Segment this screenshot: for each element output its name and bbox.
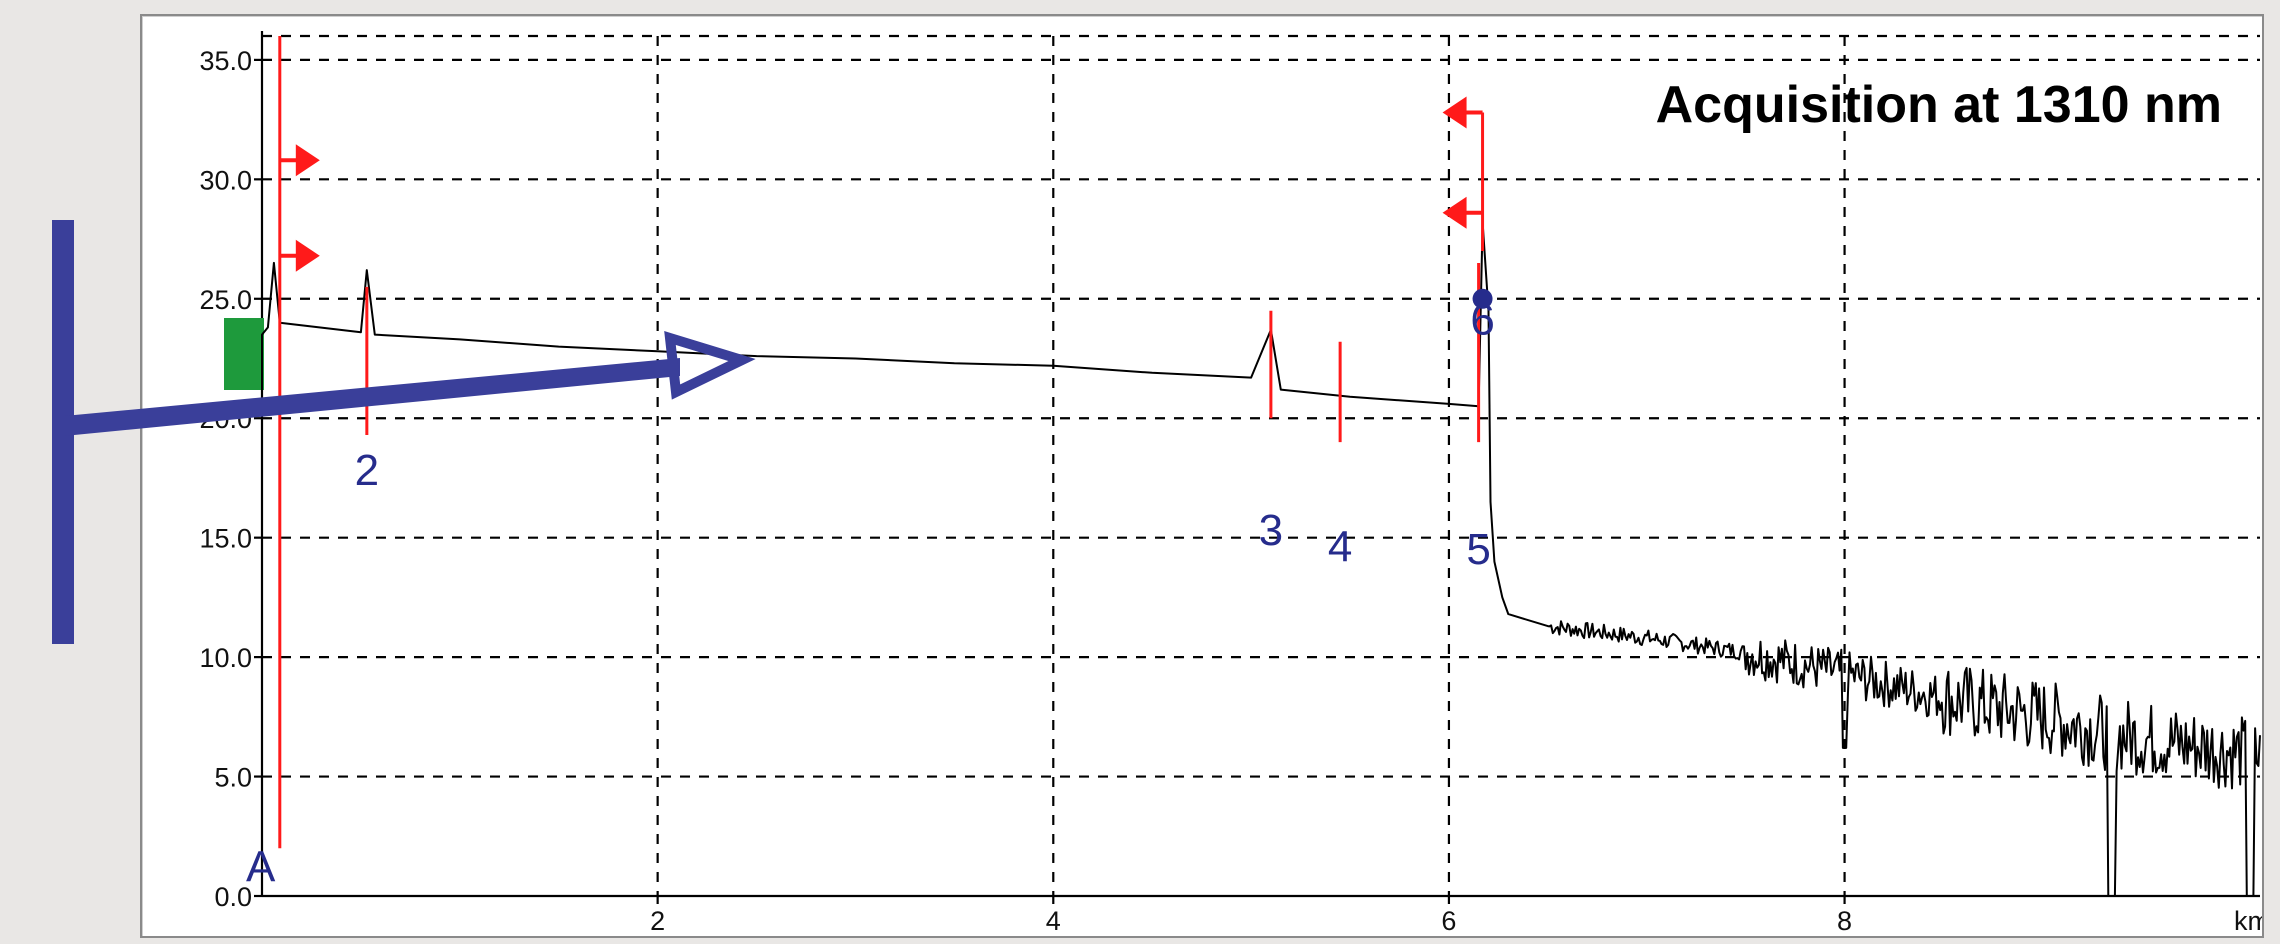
otdr-trace-chart: 0.0 5.0 10.0 15.0 20.0 25.0 30.0 35.0 2 4 6 8 km A 2… (199, 31, 2262, 936)
x-unit-label: km (2234, 906, 2262, 936)
marker-arrow-left-icon (1442, 196, 1483, 229)
marker-arrow-right-icon (279, 239, 320, 272)
x-tick-label: 4 (1046, 906, 1061, 936)
otdr-trace-line (261, 221, 2261, 897)
event-label-2: 2 (355, 446, 379, 495)
otdr-trace-window: 0.0 5.0 10.0 15.0 20.0 25.0 30.0 35.0 2 4 6 8 km A 2… (140, 14, 2264, 938)
x-tick-labels: 2 4 6 8 km (650, 906, 2262, 936)
event-label-a: A (246, 843, 276, 892)
y-tick-label: 35.0 (199, 46, 252, 76)
y-tick-label: 10.0 (199, 643, 252, 673)
arrow-head (1442, 196, 1467, 229)
y-tick-label: 25.0 (199, 285, 252, 315)
y-tick-label: 20.0 (199, 404, 252, 434)
chart-title: Acquisition at 1310 nm (1656, 76, 2222, 134)
y-tick-label: 0.0 (214, 882, 252, 912)
event-label-4: 4 (1328, 523, 1352, 572)
y-tick-label: 15.0 (199, 524, 252, 554)
marker-arrow-right-icon (279, 144, 320, 177)
launch-fiber-block (224, 318, 264, 390)
event-labels: A23 4 56 (246, 288, 1495, 892)
annotation-bar (52, 220, 74, 644)
event-label-3: 3 (1259, 506, 1283, 555)
event-dot-6 (1472, 288, 1493, 309)
arrow-head (1442, 96, 1467, 129)
x-tick-label: 2 (650, 906, 665, 936)
x-tick-label: 8 (1837, 906, 1852, 936)
event-markers (278, 36, 1485, 849)
grid (262, 34, 2260, 896)
marker-arrow-left-icon (1442, 96, 1483, 129)
event-label-5: 5 (1466, 525, 1490, 574)
y-tick-label: 30.0 (199, 165, 252, 195)
y-tick-labels: 0.0 5.0 10.0 15.0 20.0 25.0 30.0 35.0 (199, 46, 252, 912)
axes (254, 31, 2260, 904)
arrow-head (295, 144, 320, 177)
x-tick-label: 6 (1441, 906, 1456, 936)
y-tick-label: 5.0 (214, 763, 252, 793)
arrow-head (295, 239, 320, 272)
